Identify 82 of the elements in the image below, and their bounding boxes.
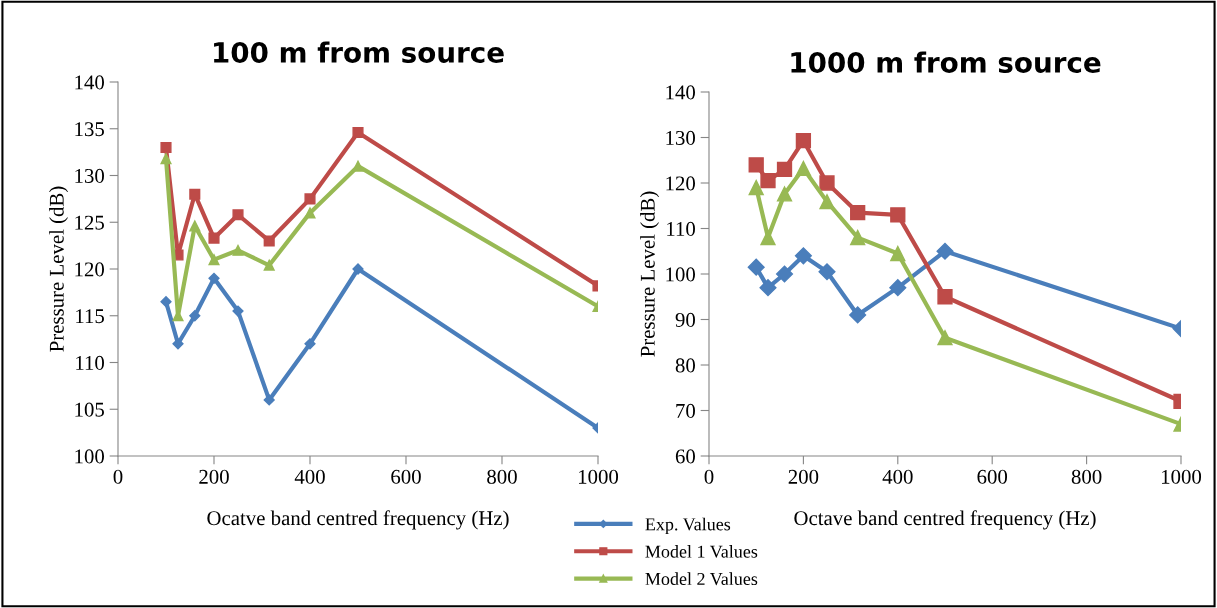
- point: [936, 242, 954, 260]
- y-tick-label: 105: [75, 402, 104, 417]
- point: [748, 157, 764, 173]
- point: [889, 279, 907, 297]
- point: [890, 207, 906, 223]
- point: [748, 179, 764, 196]
- point: [160, 141, 172, 154]
- y-tick-label: 140: [666, 85, 696, 100]
- y-tick-label: 100: [75, 449, 105, 464]
- y-tick-label: 120: [75, 262, 105, 277]
- x-tick-label: 800: [1071, 469, 1102, 484]
- point: [189, 310, 201, 322]
- y-tick-label: 90: [675, 312, 696, 327]
- point: [818, 263, 836, 281]
- y-tick-label: 60: [675, 449, 696, 464]
- point: [850, 229, 866, 246]
- x-tick-label: 0: [704, 469, 714, 484]
- legend-label: Model 1 Values: [645, 545, 758, 558]
- y-tick-label: 120: [666, 176, 696, 191]
- point: [160, 296, 172, 308]
- x-tick-label: 400: [882, 469, 913, 484]
- x-axis-title: Ocatve band centred frequency (Hz): [207, 510, 509, 530]
- point: [304, 338, 316, 350]
- x-tick-label: 1000: [1162, 469, 1202, 484]
- point: [819, 194, 835, 210]
- point: [747, 258, 765, 276]
- y-tick-label: 110: [76, 355, 105, 370]
- point: [232, 209, 244, 221]
- point: [937, 330, 953, 346]
- chart-title: 100 m from source: [214, 41, 504, 63]
- point: [263, 394, 275, 406]
- point: [263, 259, 275, 271]
- point: [795, 133, 812, 149]
- x-tick-label: 400: [294, 469, 325, 484]
- x-tick-label: 1000: [579, 469, 619, 484]
- point: [775, 265, 794, 283]
- x-tick-label: 200: [788, 469, 819, 484]
- point: [776, 186, 793, 202]
- y-tick-label: 115: [76, 309, 104, 324]
- point: [172, 338, 184, 350]
- y-tick-label: 70: [676, 403, 696, 418]
- point: [890, 245, 906, 262]
- x-tick-label: 800: [487, 469, 517, 484]
- point: [759, 279, 777, 297]
- point: [760, 229, 776, 246]
- y-axis-title: Pressure Level (dB): [640, 191, 659, 357]
- y-tick-label: 135: [75, 122, 104, 137]
- x-tick-label: 600: [391, 469, 421, 484]
- point: [850, 204, 866, 221]
- chart-title: 1000 m from source: [791, 51, 1101, 73]
- y-tick-label: 80: [675, 358, 696, 373]
- x-tick-label: 0: [113, 469, 123, 484]
- point: [208, 272, 220, 284]
- legend-label: Model 2 Values: [645, 572, 758, 586]
- point: [937, 289, 953, 305]
- point: [760, 173, 776, 189]
- point: [352, 126, 364, 139]
- point: [208, 254, 220, 266]
- legend-label: Exp. Values: [645, 517, 731, 535]
- point: [189, 220, 201, 232]
- point: [232, 244, 244, 256]
- y-tick-label: 100: [666, 267, 696, 282]
- y-tick-label: 140: [75, 75, 105, 90]
- y-tick-label: 130: [75, 168, 105, 183]
- point: [263, 235, 275, 247]
- x-tick-label: 200: [199, 469, 229, 484]
- point: [304, 193, 316, 205]
- x-axis-title: Octave band centred frequency (Hz): [794, 510, 1096, 530]
- point: [208, 232, 220, 244]
- point: [189, 188, 201, 200]
- x-tick-label: 600: [977, 469, 1008, 484]
- y-tick-label: 130: [666, 130, 696, 145]
- y-axis-title: Pressure Level (dB): [49, 186, 68, 352]
- y-tick-label: 125: [75, 215, 104, 230]
- point: [776, 161, 793, 177]
- point: [819, 175, 835, 191]
- point: [160, 153, 172, 165]
- point: [795, 160, 812, 177]
- point: [849, 306, 867, 324]
- point: [304, 207, 316, 219]
- point: [794, 247, 812, 265]
- y-tick-label: 110: [667, 221, 696, 236]
